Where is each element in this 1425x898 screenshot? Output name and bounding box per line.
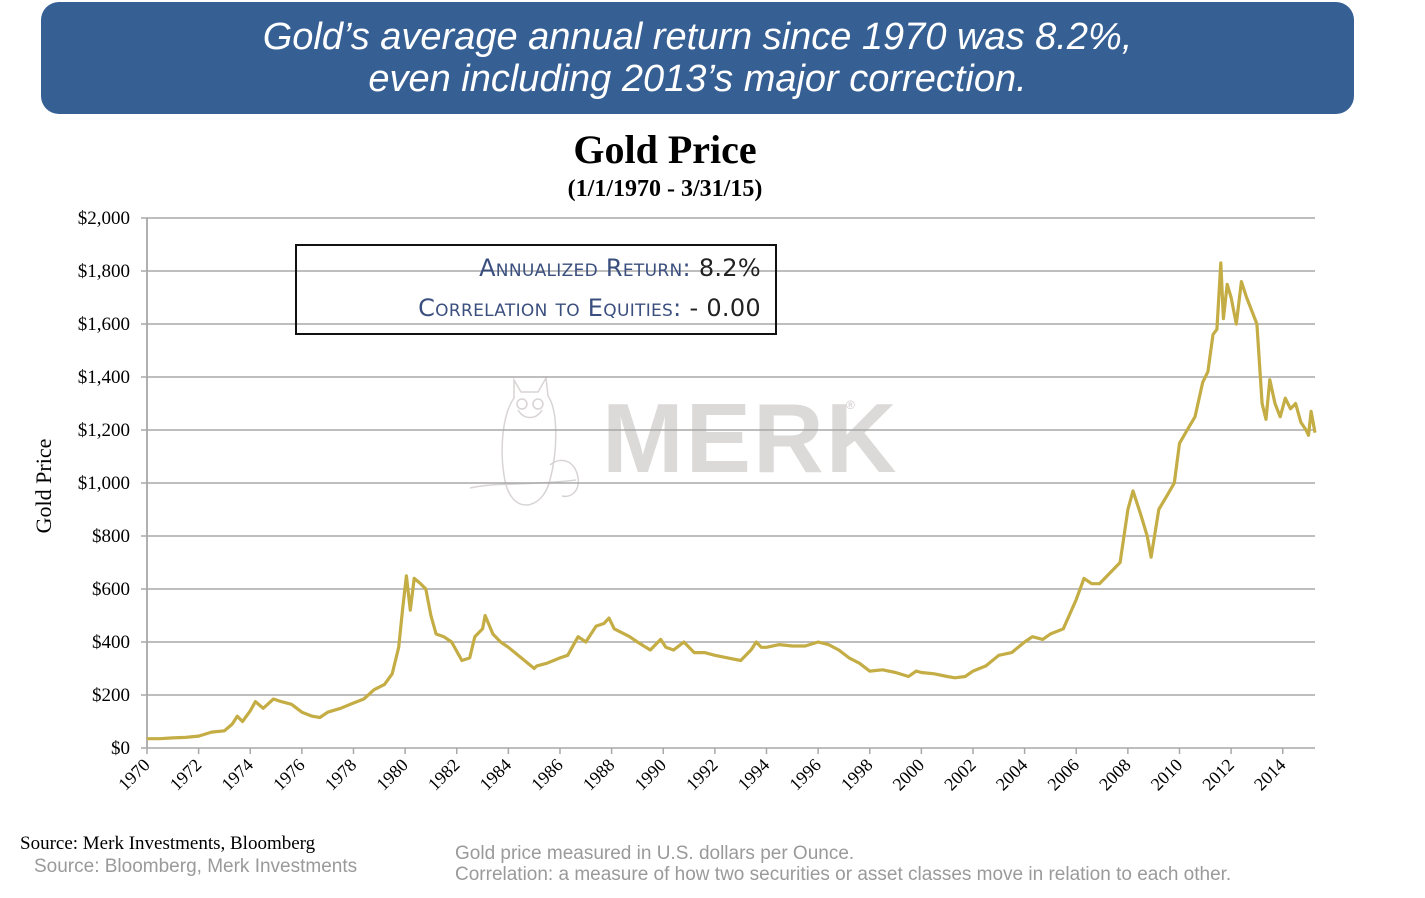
y-tick-label: $800: [92, 526, 130, 547]
x-tick-label: 2006: [1043, 755, 1083, 795]
stats-box: Annualized Return: 8.2% Correlation to E…: [295, 244, 777, 335]
correlation-value: - 0.00: [689, 294, 761, 322]
y-tick-label: $2,000: [78, 208, 130, 229]
x-tick-label: 2010: [1147, 755, 1187, 795]
x-tick-label: 1974: [217, 755, 257, 795]
y-tick-label: $1,400: [78, 367, 130, 388]
x-tick-label: 1986: [527, 755, 567, 795]
x-tick-label: 2004: [992, 755, 1032, 795]
annualized-return-value: 8.2%: [698, 254, 761, 282]
y-axis-label: Gold Price: [31, 439, 56, 534]
source-secondary: Source: Bloomberg, Merk Investments: [34, 856, 358, 877]
x-tick-label: 1988: [579, 755, 619, 795]
y-tick-label: $0: [111, 738, 130, 759]
y-tick-label: $600: [92, 579, 130, 600]
correlation-row: Correlation to Equities: - 0.00: [418, 294, 761, 322]
registered-mark: ®: [846, 398, 855, 412]
series-line-gold-price: [147, 261, 1317, 741]
headline-banner: Gold’s average annual return since 1970 …: [41, 2, 1354, 114]
x-tick-label: 1976: [269, 755, 309, 795]
footnote-units: Gold price measured in U.S. dollars per …: [455, 843, 855, 864]
merk-watermark: MERK: [602, 383, 899, 493]
x-tick-label: 1990: [630, 755, 670, 795]
x-tick-label: 2012: [1198, 755, 1238, 795]
x-tick-label: 2002: [940, 755, 980, 795]
x-tick-label: 1982: [424, 755, 464, 795]
gridlines: [147, 217, 1315, 749]
y-tick-label: $1,000: [78, 473, 130, 494]
owl-icon: [469, 375, 579, 506]
x-tick-label: 1998: [837, 755, 877, 795]
x-tick-label: 1970: [114, 755, 154, 795]
correlation-label: Correlation to Equities:: [418, 294, 682, 322]
series-gold-price: [146, 261, 1317, 741]
y-tick-label: $400: [92, 632, 130, 653]
y-axis: $0 $200 $400 $600 $800 $1,000 $1,200 $1,400 $1,6…: [78, 208, 148, 759]
source-primary: Source: Merk Investments, Bloomberg: [20, 833, 316, 854]
x-tick-label: 2000: [889, 755, 929, 795]
headline-line-1: Gold’s average annual return since 1970 …: [262, 16, 1133, 58]
footnote-correlation: Correlation: a measure of how two securi…: [455, 864, 1232, 885]
x-tick-label: 2008: [1095, 755, 1135, 795]
x-axis: 1970 1972 1974 1976 1978 1980 1982 1984 1986 1988…: [114, 748, 1290, 795]
annualized-return-row: Annualized Return: 8.2%: [479, 254, 761, 282]
chart-subtitle: (1/1/1970 - 3/31/15): [567, 176, 763, 202]
x-tick-label: 1972: [166, 755, 206, 795]
x-tick-label: 1978: [321, 755, 361, 795]
x-tick-label: 1984: [476, 755, 516, 795]
x-tick-label: 2014: [1250, 755, 1290, 795]
headline-line-2: even including 2013’s major correction.: [368, 58, 1027, 100]
y-tick-label: $1,600: [78, 314, 130, 335]
y-tick-label: $1,800: [78, 261, 130, 282]
x-tick-label: 1994: [734, 755, 774, 795]
x-tick-label: 1992: [682, 755, 722, 795]
y-tick-label: $1,200: [78, 420, 130, 441]
x-tick-label: 1996: [785, 755, 825, 795]
y-tick-label: $200: [92, 685, 130, 706]
annualized-return-label: Annualized Return:: [479, 254, 691, 282]
chart-title: Gold Price: [573, 127, 757, 172]
x-tick-label: 1980: [372, 755, 412, 795]
